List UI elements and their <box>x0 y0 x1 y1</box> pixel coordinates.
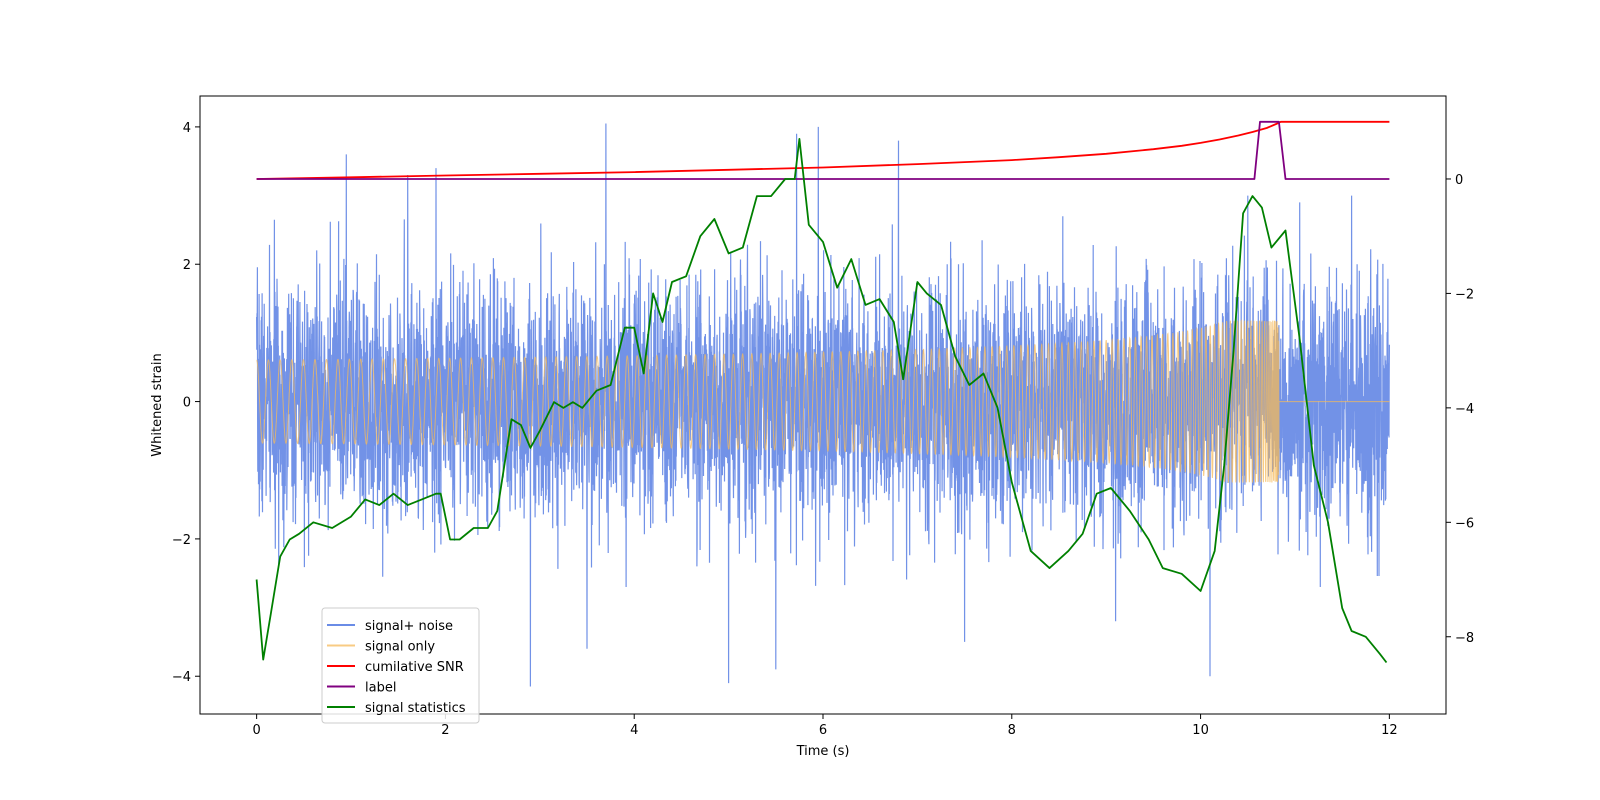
legend-label: signal only <box>365 640 435 655</box>
y2-tick-label: −8 <box>1455 631 1474 646</box>
y-tick-label: −4 <box>172 670 191 685</box>
x-tick-label: 0 <box>252 723 260 738</box>
y-tick-label: 2 <box>183 258 191 273</box>
axes-layer: 0 2 4 6 8 10 12 −4 −2 0 2 4 −8 −6 −4 −2 0 <box>172 121 1474 738</box>
y2-tick-label: 0 <box>1455 173 1463 188</box>
series-label <box>256 120 1390 180</box>
y2-tick-label: −2 <box>1455 287 1474 302</box>
legend-label: cumilative SNR <box>365 660 464 675</box>
x-tick-label: 10 <box>1192 723 1209 738</box>
y-tick-label: −2 <box>172 533 191 548</box>
y-tick-label: 0 <box>183 396 191 411</box>
y-tick-label: 4 <box>183 121 191 136</box>
legend-label: signal statistics <box>365 701 466 716</box>
x-tick-label: 6 <box>819 723 827 738</box>
series-cumilative-snr <box>256 120 1390 180</box>
x-tick-label: 12 <box>1381 723 1398 738</box>
legend-box <box>321 607 480 724</box>
legend-label: signal+ noise <box>365 619 453 634</box>
y2-tick-label: −4 <box>1455 402 1474 417</box>
legend-label: label <box>365 681 396 696</box>
y-axis-label: Whitened strain <box>150 353 165 456</box>
x-tick-label: 2 <box>441 723 449 738</box>
series-signal-statistics <box>255 138 1388 664</box>
legend: signal+ noise signal only cumilative SNR la… <box>321 607 480 724</box>
series-layer <box>255 120 1390 687</box>
x-tick-label: 8 <box>1008 723 1016 738</box>
y2-tick-label: −6 <box>1455 516 1474 531</box>
x-axis-label: Time (s) <box>796 744 850 759</box>
series-signal-only <box>256 319 1390 483</box>
x-tick-label: 4 <box>630 723 638 738</box>
